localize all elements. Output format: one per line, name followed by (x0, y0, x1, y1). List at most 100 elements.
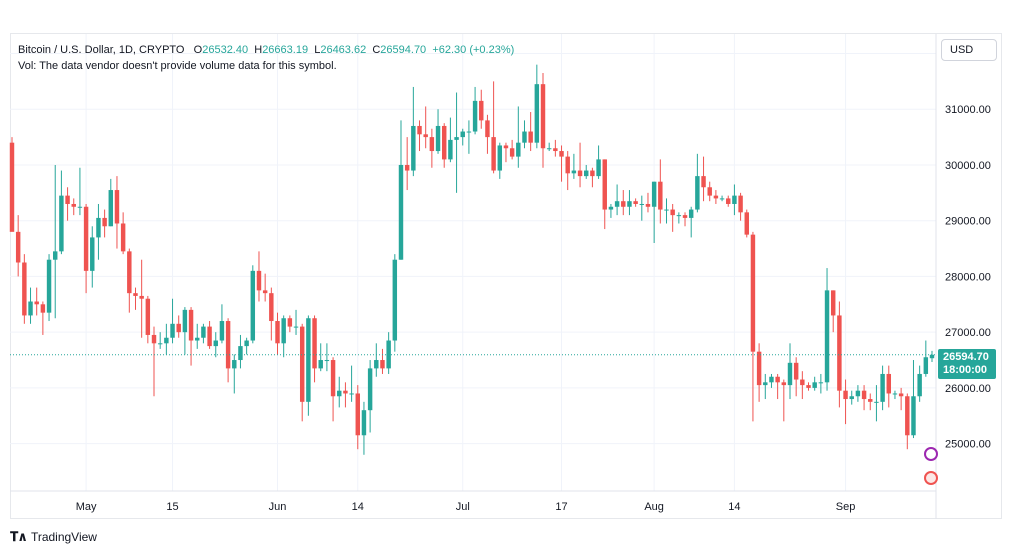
candle-body (670, 209, 675, 216)
candle (633, 198, 638, 207)
candle (269, 287, 274, 341)
candle (874, 385, 879, 422)
candle-body (898, 393, 904, 397)
countdown-timer: 18:00:00 (943, 364, 988, 376)
candle (880, 365, 885, 411)
candle (417, 120, 422, 152)
candle-body (355, 393, 360, 436)
candle (651, 181, 657, 243)
candle-body (843, 390, 848, 400)
candle (695, 153, 700, 213)
high-label: H (254, 44, 263, 56)
candle (645, 192, 651, 213)
candle (868, 393, 873, 411)
candle (312, 315, 317, 383)
candle (577, 142, 583, 188)
candle-body (83, 206, 89, 271)
candle-body (787, 362, 793, 386)
time-tick-label: Jun (269, 501, 287, 513)
candle-body (738, 195, 743, 213)
low-value: 26463.62 (320, 44, 367, 56)
candle-body (201, 326, 206, 338)
candle-body (65, 195, 70, 204)
candle-body (485, 120, 490, 138)
candle-body (157, 343, 163, 345)
candle-body (917, 373, 922, 397)
candle-body (299, 326, 305, 402)
candle (22, 254, 27, 324)
candle (275, 312, 280, 355)
candle-body (645, 203, 651, 207)
dividend-event-icon[interactable] (924, 447, 938, 461)
candle (256, 251, 262, 302)
candle (472, 86, 478, 135)
candle-body (596, 159, 601, 177)
candle-body (806, 385, 811, 388)
candle (207, 321, 212, 349)
candle (812, 376, 817, 391)
candle (503, 142, 509, 163)
time-tick-label: Sep (836, 501, 856, 513)
candle-body (40, 304, 46, 313)
candle (763, 373, 768, 400)
time-axis: May 15 Jun 14 Jul 17 Aug 14 Sep (10, 490, 936, 513)
candle (287, 315, 293, 333)
candle (540, 73, 546, 168)
candle (818, 373, 824, 394)
candle (195, 323, 200, 349)
candle-body (905, 396, 910, 436)
candle (707, 181, 712, 202)
candle (929, 350, 935, 363)
candle (837, 301, 842, 408)
candle (238, 334, 243, 369)
candle-body (90, 237, 95, 271)
candle (441, 123, 447, 168)
time-tick-label: Aug (644, 501, 664, 513)
candle-body (225, 321, 231, 369)
volume-note: Vol: The data vendor doesn't provide vol… (18, 60, 337, 72)
candle (479, 89, 484, 129)
candle-body (713, 195, 719, 199)
candle (114, 176, 120, 249)
close-label: C (372, 44, 381, 56)
candle (52, 164, 58, 319)
candle (244, 337, 249, 355)
candle (170, 298, 175, 344)
symbol-title[interactable]: Bitcoin / U.S. Dollar, 1D, CRYPTO (18, 44, 185, 56)
candle-body (695, 176, 700, 210)
tradingview-logo[interactable]: 𝐓∧ TradingView (10, 529, 97, 545)
candle (528, 112, 533, 152)
candle (429, 128, 435, 168)
candle-body (238, 346, 243, 361)
candle (676, 212, 682, 224)
candle (886, 365, 892, 408)
candle (602, 159, 607, 230)
candle-body (756, 351, 762, 386)
candle-body (34, 301, 39, 305)
candle (398, 120, 404, 260)
candle-body (750, 234, 756, 352)
candle (349, 365, 354, 402)
candle (775, 373, 780, 400)
candle-body (343, 390, 348, 394)
candle (855, 385, 861, 402)
candle-body (528, 131, 533, 143)
currency-button[interactable]: USD (941, 39, 997, 61)
candle (590, 167, 595, 188)
candle (71, 198, 76, 216)
earnings-event-icon[interactable] (924, 471, 938, 485)
candle-body (744, 212, 749, 235)
candle-body (15, 231, 21, 263)
candle-body (892, 393, 898, 395)
candle-body (411, 125, 416, 171)
candle (664, 198, 669, 224)
candle (182, 307, 188, 355)
candle-body (621, 201, 626, 207)
candle-body (367, 368, 373, 411)
candle (34, 287, 39, 316)
candle-body (577, 170, 583, 177)
candle-body (627, 201, 632, 207)
candle-body (639, 203, 645, 205)
candle (127, 248, 132, 313)
